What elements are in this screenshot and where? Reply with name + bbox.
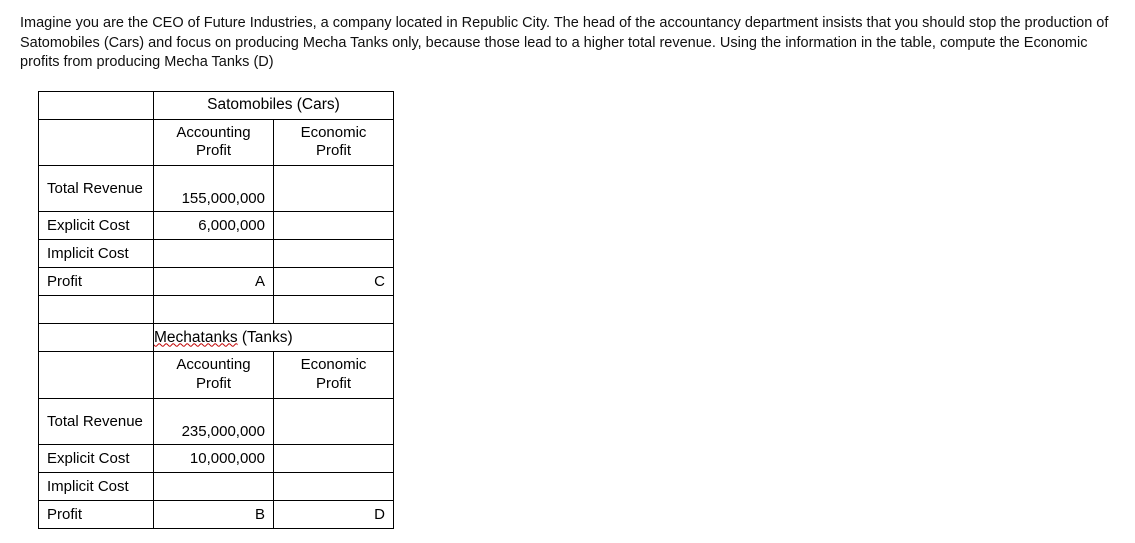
blank-cell — [39, 352, 154, 399]
blank-cell — [154, 296, 274, 324]
blank-cell — [39, 296, 154, 324]
blank-cell — [39, 91, 154, 119]
row-label-explicit-cost: Explicit Cost — [39, 444, 154, 472]
row-label-explicit-cost: Explicit Cost — [39, 212, 154, 240]
tables-container: Satomobiles (Cars) Accounting Profit Eco… — [38, 91, 1115, 529]
column-header-economic: Economic Profit — [274, 352, 394, 399]
cell-explicit-cost: 6,000,000 — [154, 212, 274, 240]
cell-profit-b: B — [154, 500, 274, 528]
cell-total-revenue: 155,000,000 — [154, 166, 274, 212]
blank-cell — [274, 240, 394, 268]
row-label-implicit-cost: Implicit Cost — [39, 240, 154, 268]
blank-cell — [39, 324, 154, 352]
row-label-profit: Profit — [39, 500, 154, 528]
mechatanks-title: Mechatanks (Tanks) — [154, 324, 394, 352]
cell-profit-c: C — [274, 268, 394, 296]
satomobiles-title: Satomobiles (Cars) — [154, 91, 394, 119]
question-prompt: Imagine you are the CEO of Future Indust… — [20, 14, 1110, 73]
column-header-accounting: Accounting Profit — [154, 352, 274, 399]
mechatanks-title-rest: (Tanks) — [238, 329, 293, 346]
mechatanks-title-wavy: Mechatanks — [154, 329, 238, 346]
row-label-total-revenue: Total Revenue — [39, 398, 154, 444]
column-header-economic: Economic Profit — [274, 119, 394, 166]
blank-cell — [274, 472, 394, 500]
cell-implicit-cost — [154, 472, 274, 500]
row-label-total-revenue: Total Revenue — [39, 166, 154, 212]
row-label-implicit-cost: Implicit Cost — [39, 472, 154, 500]
blank-cell — [39, 119, 154, 166]
cell-total-revenue: 235,000,000 — [154, 398, 274, 444]
blank-cell — [274, 166, 394, 212]
cell-implicit-cost — [154, 240, 274, 268]
blank-cell — [274, 398, 394, 444]
blank-cell — [274, 296, 394, 324]
cell-profit-d: D — [274, 500, 394, 528]
satomobiles-table: Satomobiles (Cars) Accounting Profit Eco… — [38, 91, 394, 529]
blank-cell — [274, 444, 394, 472]
cell-profit-a: A — [154, 268, 274, 296]
column-header-accounting: Accounting Profit — [154, 119, 274, 166]
cell-explicit-cost: 10,000,000 — [154, 444, 274, 472]
row-label-profit: Profit — [39, 268, 154, 296]
blank-cell — [274, 212, 394, 240]
